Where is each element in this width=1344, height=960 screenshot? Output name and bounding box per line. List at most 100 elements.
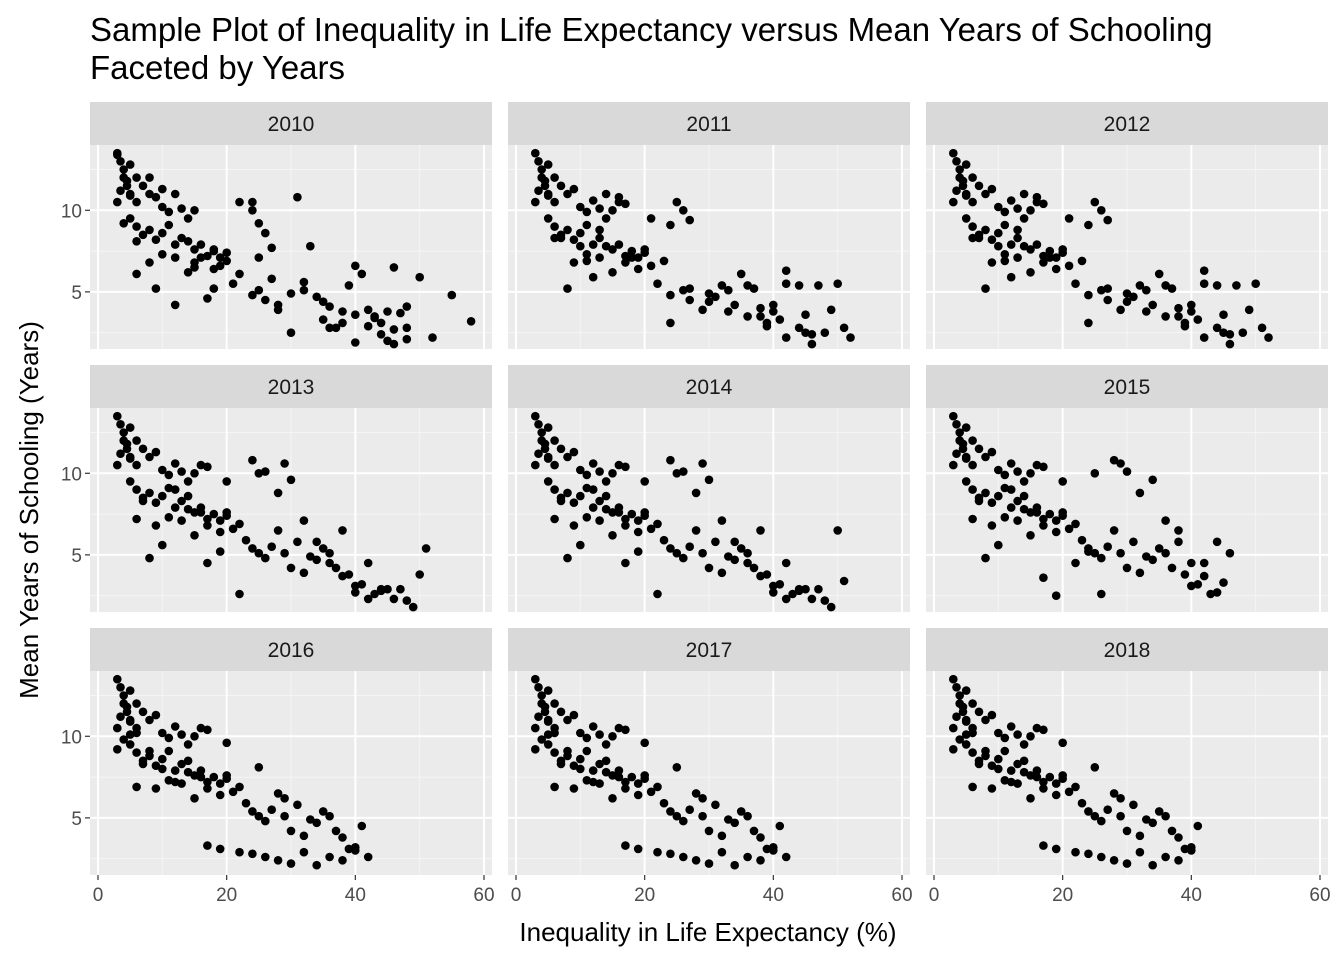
data-point bbox=[621, 514, 630, 524]
data-point bbox=[1019, 189, 1029, 199]
data-point bbox=[125, 191, 135, 200]
data-point bbox=[357, 269, 367, 279]
data-point bbox=[151, 498, 161, 508]
data-point bbox=[974, 181, 984, 191]
data-point bbox=[190, 245, 199, 254]
data-point bbox=[215, 547, 225, 556]
facet-strip-label: 2014 bbox=[686, 376, 733, 399]
data-point bbox=[1084, 318, 1093, 328]
data-point bbox=[614, 460, 624, 470]
data-point bbox=[267, 542, 277, 551]
data-point bbox=[1000, 513, 1010, 522]
data-point bbox=[1174, 303, 1183, 313]
data-point bbox=[608, 469, 617, 478]
data-point bbox=[132, 269, 141, 279]
x-tick-label: 40 bbox=[1181, 885, 1202, 906]
data-point bbox=[556, 181, 566, 191]
data-point bbox=[116, 712, 125, 721]
data-point bbox=[666, 318, 675, 328]
data-point bbox=[1135, 281, 1145, 290]
data-point bbox=[190, 732, 199, 741]
data-point bbox=[203, 294, 212, 303]
data-point bbox=[164, 470, 174, 480]
data-point bbox=[138, 230, 148, 240]
data-point bbox=[1148, 475, 1157, 485]
data-point bbox=[389, 263, 399, 272]
data-point bbox=[961, 214, 971, 223]
data-point bbox=[582, 207, 592, 217]
data-point bbox=[987, 184, 997, 194]
data-point bbox=[534, 683, 543, 692]
data-point bbox=[601, 756, 611, 766]
data-point bbox=[968, 233, 977, 243]
data-point bbox=[1026, 206, 1035, 215]
data-point bbox=[666, 455, 675, 465]
data-point bbox=[447, 290, 457, 300]
data-point bbox=[981, 225, 990, 235]
y-tick-label: 10 bbox=[61, 464, 82, 485]
data-point bbox=[633, 527, 643, 537]
data-point bbox=[318, 297, 328, 307]
data-point bbox=[228, 787, 238, 797]
data-point bbox=[1071, 782, 1080, 792]
data-point bbox=[145, 488, 154, 498]
data-point bbox=[190, 508, 199, 517]
data-point bbox=[325, 548, 334, 558]
data-point bbox=[949, 460, 958, 470]
data-point bbox=[621, 784, 630, 793]
data-point bbox=[1154, 807, 1164, 816]
data-point bbox=[717, 831, 727, 841]
data-point bbox=[576, 754, 585, 764]
data-point bbox=[183, 504, 193, 514]
data-point bbox=[582, 250, 592, 259]
data-point bbox=[241, 535, 251, 545]
data-point bbox=[145, 258, 154, 267]
data-point bbox=[177, 233, 186, 243]
data-point bbox=[653, 519, 662, 529]
data-point bbox=[357, 580, 367, 589]
data-point bbox=[961, 477, 971, 486]
data-point bbox=[299, 568, 309, 578]
data-point bbox=[1103, 295, 1112, 305]
data-point bbox=[1026, 268, 1035, 277]
data-point bbox=[138, 181, 148, 191]
data-point bbox=[769, 846, 778, 855]
data-point bbox=[209, 772, 219, 782]
data-point bbox=[183, 767, 193, 777]
data-point bbox=[145, 715, 154, 725]
data-point bbox=[1032, 240, 1042, 249]
data-point bbox=[177, 467, 186, 476]
data-point bbox=[952, 420, 961, 429]
data-point bbox=[116, 683, 125, 692]
data-point bbox=[531, 674, 540, 684]
data-point bbox=[286, 563, 296, 573]
data-point bbox=[363, 594, 373, 604]
data-point bbox=[1225, 548, 1235, 558]
data-point bbox=[653, 589, 662, 599]
data-point bbox=[814, 584, 823, 594]
data-point bbox=[248, 197, 257, 207]
data-point bbox=[958, 176, 968, 186]
data-point bbox=[396, 584, 405, 594]
data-point bbox=[1199, 279, 1209, 289]
data-point bbox=[974, 496, 984, 506]
data-point bbox=[556, 444, 566, 454]
data-point bbox=[534, 712, 543, 721]
data-point bbox=[383, 307, 392, 316]
data-point bbox=[1013, 759, 1022, 769]
data-point bbox=[968, 436, 977, 445]
data-point bbox=[132, 173, 141, 182]
data-point bbox=[116, 186, 125, 195]
data-point bbox=[698, 459, 707, 468]
data-point bbox=[1000, 256, 1010, 266]
data-point bbox=[125, 454, 135, 463]
data-point bbox=[556, 233, 566, 243]
data-point bbox=[1058, 477, 1067, 486]
data-point bbox=[1071, 558, 1080, 568]
data-point bbox=[839, 323, 849, 333]
data-point bbox=[672, 763, 682, 772]
data-point bbox=[1077, 798, 1087, 808]
data-point bbox=[267, 274, 277, 284]
data-point bbox=[331, 826, 341, 836]
